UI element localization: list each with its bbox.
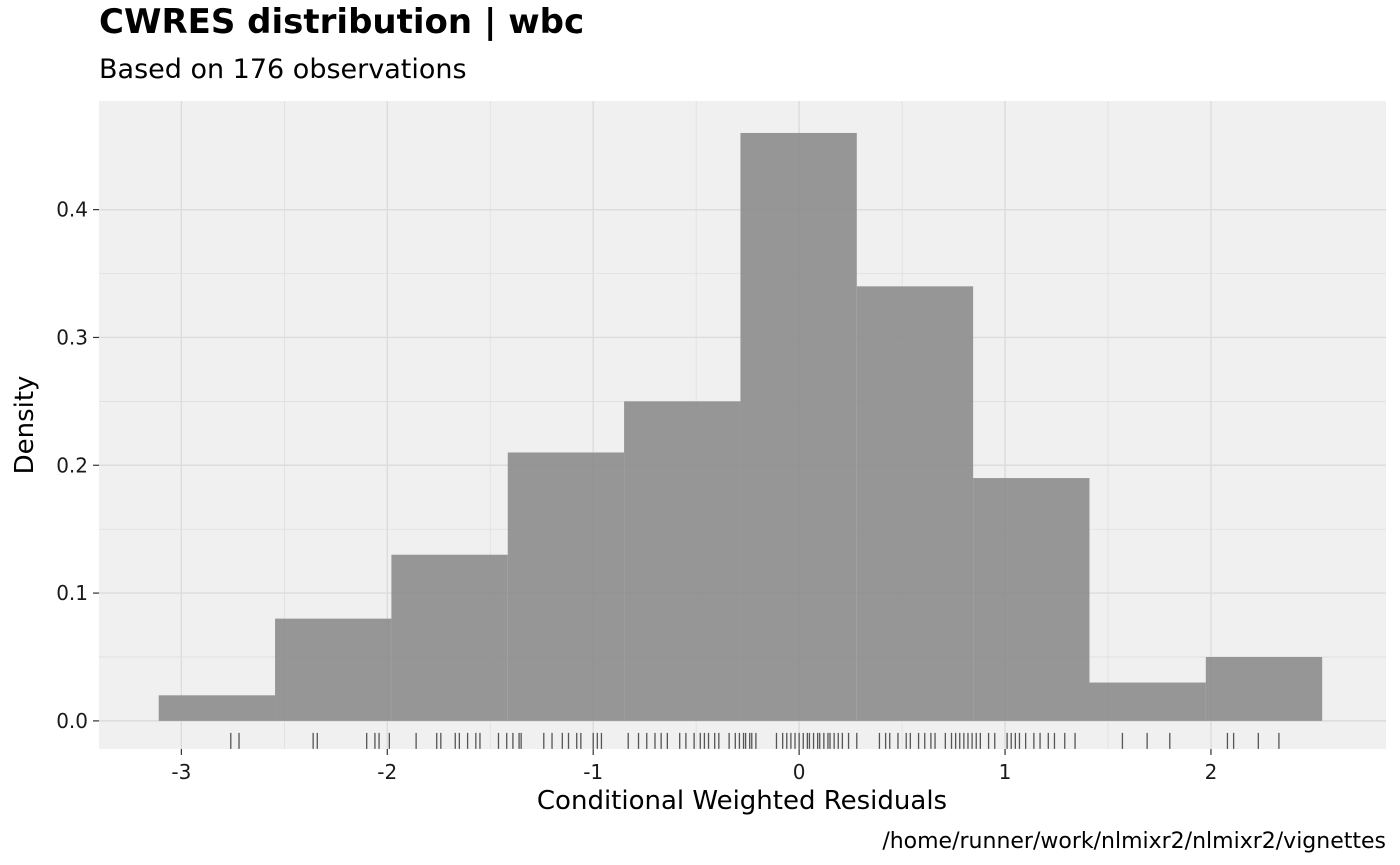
chart-subtitle: Based on 176 observations bbox=[99, 54, 467, 85]
x-tick-label: -2 bbox=[377, 760, 397, 784]
x-tick-label: 2 bbox=[1205, 760, 1218, 784]
histogram-bar bbox=[391, 554, 508, 721]
histogram-bar bbox=[740, 132, 857, 721]
histogram-bar bbox=[507, 452, 625, 721]
y-tick-label: 0.0 bbox=[56, 709, 88, 733]
x-tick-label: 1 bbox=[999, 760, 1012, 784]
x-axis-label: Conditional Weighted Residuals bbox=[536, 786, 948, 816]
histogram-bar bbox=[1089, 682, 1206, 721]
histogram-bar bbox=[856, 286, 974, 721]
histogram-bar bbox=[275, 618, 392, 721]
y-tick-label: 0.4 bbox=[56, 198, 88, 222]
axis-ticks: -3 -2 -1 0 1 2 0.0 0.1 0.2 0.3 0.4 bbox=[56, 198, 1217, 784]
histogram-bar bbox=[1205, 656, 1323, 721]
histogram-bar bbox=[158, 695, 276, 721]
y-tick-label: 0.1 bbox=[56, 581, 88, 605]
plot-caption: /home/runner/work/nlmixr2/nlmixr2/vignet… bbox=[882, 829, 1386, 854]
histogram-bars bbox=[158, 132, 1323, 721]
rug-marks bbox=[230, 732, 1280, 749]
histogram-bar bbox=[624, 401, 741, 721]
y-tick-label: 0.3 bbox=[56, 325, 88, 349]
x-tick-label: -3 bbox=[171, 760, 191, 784]
x-tick-label: -1 bbox=[583, 760, 603, 784]
chart-title: CWRES distribution | wbc bbox=[99, 2, 585, 42]
x-tick-label: 0 bbox=[793, 760, 806, 784]
y-tick-label: 0.2 bbox=[56, 453, 88, 477]
y-axis-label: Density bbox=[10, 375, 40, 475]
histogram-bar bbox=[973, 478, 1090, 721]
